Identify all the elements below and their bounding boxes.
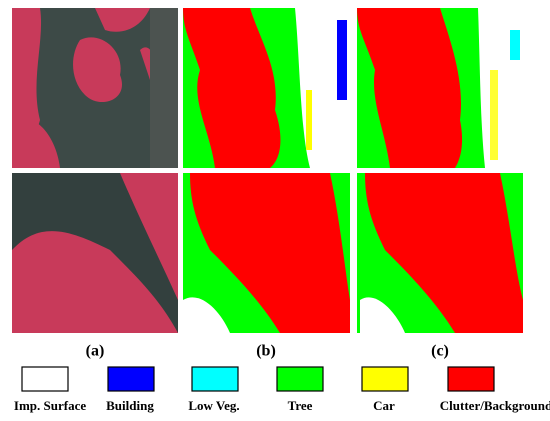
panel-label: (c) <box>431 343 449 360</box>
panel-label: (b) <box>256 343 276 360</box>
legend-label: Tree <box>288 398 313 413</box>
legend-swatch <box>447 366 495 392</box>
legend-label: Imp. Surface <box>14 398 86 413</box>
legend-label: Clutter/Background <box>440 398 550 413</box>
legend-swatch <box>361 366 409 392</box>
legend-label: Building <box>106 398 154 413</box>
aerial-image-top <box>12 8 178 168</box>
legend-swatch <box>21 366 69 392</box>
legend-swatch <box>191 366 239 392</box>
legend-swatch <box>276 366 324 392</box>
legend-label: Car <box>373 398 395 413</box>
legend-swatch <box>107 366 155 392</box>
label-map-top <box>183 8 350 168</box>
panel-label: (a) <box>86 343 105 360</box>
legend-label: Low Veg. <box>188 398 239 413</box>
label-map-bottom <box>183 173 350 333</box>
prediction-map-top <box>357 8 523 168</box>
aerial-image-bottom <box>12 173 178 333</box>
prediction-map-bottom <box>357 173 523 333</box>
